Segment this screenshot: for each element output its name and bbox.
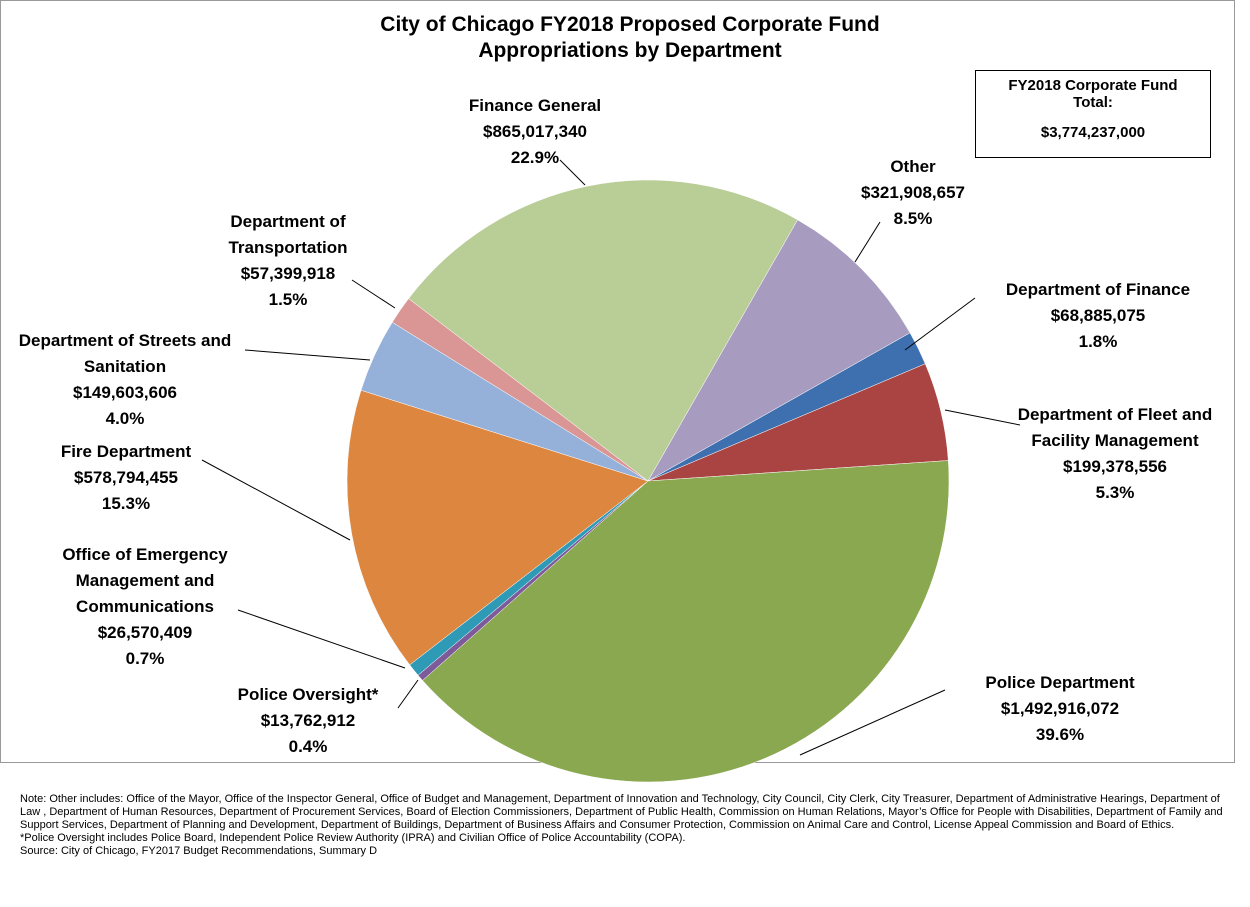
slice-percent: 22.9% xyxy=(510,148,560,167)
slice-name: Police Oversight* xyxy=(237,685,379,704)
leader-line xyxy=(559,159,586,186)
slice-label: Fire Department $578,794,455 15.3% xyxy=(26,439,226,517)
note: Note: Other includes: Office of the Mayo… xyxy=(20,793,1223,831)
slice-name: Department of Finance xyxy=(1005,280,1191,299)
slice-label: Department of Fleet and Facility Managem… xyxy=(1018,402,1213,506)
slice-value: $578,794,455 xyxy=(74,468,178,487)
leader-line xyxy=(351,279,396,309)
pie-slice xyxy=(408,179,798,482)
slice-value: $26,570,409 xyxy=(97,623,193,642)
leader-line xyxy=(799,689,946,756)
leader-line xyxy=(244,349,371,361)
slice-value: $13,762,912 xyxy=(260,711,356,730)
slice-label: Police Department $1,492,916,072 39.6% xyxy=(940,670,1180,748)
slice-percent: 15.3% xyxy=(101,494,151,513)
slice-label: Other $321,908,657 8.5% xyxy=(813,154,1013,232)
pie-slice xyxy=(391,298,649,482)
slice-label: Police Oversight* $13,762,912 0.4% xyxy=(208,682,408,760)
slice-percent: 1.8% xyxy=(1078,332,1118,351)
leader-line xyxy=(944,409,1021,426)
slice-value: $865,017,340 xyxy=(483,122,587,141)
slice-label: Office of Emergency Management and Commu… xyxy=(45,542,245,672)
pie xyxy=(346,179,950,783)
slice-name: Police Department xyxy=(985,673,1135,692)
slice-name: Fire Department xyxy=(60,442,192,461)
leader-lines xyxy=(201,159,1021,756)
slice-label: Finance General $865,017,340 22.9% xyxy=(435,93,635,171)
notes: Note: Other includes: Office of the Mayo… xyxy=(20,793,1225,858)
slice-name: Other xyxy=(890,157,936,176)
slice-value: $68,885,075 xyxy=(1050,306,1146,325)
total-label: FY2018 Corporate Fund Total: xyxy=(1008,77,1178,111)
leader-line xyxy=(904,297,976,351)
slice-percent: 0.4% xyxy=(288,737,328,756)
slice-label: Department of Streets and Sanitation $149… xyxy=(5,328,245,432)
chart-title: City of Chicago FY2018 Proposed Corporat… xyxy=(380,13,880,62)
leader-line xyxy=(397,679,419,709)
slice-name: Office of Emergency Management and Commu… xyxy=(62,545,228,616)
slice-name: Department of Streets and Sanitation xyxy=(18,331,232,376)
pie-slice xyxy=(346,389,649,666)
slice-percent: 1.5% xyxy=(268,290,308,309)
slice-value: $199,378,556 xyxy=(1063,457,1167,476)
pie-slice xyxy=(647,219,911,482)
leader-line xyxy=(201,459,351,541)
total-box: FY2018 Corporate Fund Total: $3,774,237,… xyxy=(975,70,1211,158)
slice-value: $149,603,606 xyxy=(73,383,177,402)
pie-slice xyxy=(422,460,950,783)
slice-name: Finance General xyxy=(468,96,602,115)
note: Source: City of Chicago, FY2017 Budget R… xyxy=(20,845,378,857)
slice-value: $321,908,657 xyxy=(861,183,965,202)
total-value: $3,774,237,000 xyxy=(1040,124,1146,141)
slice-percent: 0.7% xyxy=(125,649,165,668)
slice-name: Department of Transportation xyxy=(228,212,348,257)
slice-percent: 8.5% xyxy=(893,209,933,228)
slice-value: $57,399,918 xyxy=(240,264,336,283)
leader-line xyxy=(854,221,881,263)
slice-name: Department of Fleet and Facility Managem… xyxy=(1017,405,1213,450)
slice-percent: 39.6% xyxy=(1035,725,1085,744)
slice-label: Department of Finance $68,885,075 1.8% xyxy=(968,277,1228,355)
slice-percent: 4.0% xyxy=(105,409,145,428)
leader-line xyxy=(237,609,406,669)
slice-label: Department of Transportation $57,399,918 1… xyxy=(213,209,363,313)
slice-percent: 5.3% xyxy=(1095,483,1135,502)
slice-value: $1,492,916,072 xyxy=(1000,699,1120,718)
note: *Police Oversight includes Police Board,… xyxy=(20,832,686,844)
